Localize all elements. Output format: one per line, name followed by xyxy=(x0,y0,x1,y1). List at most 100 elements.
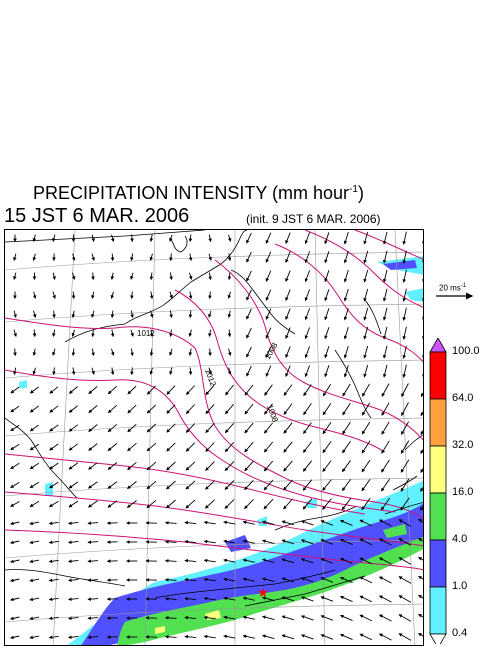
wind-vector xyxy=(29,616,40,621)
wind-vector xyxy=(382,326,388,340)
wind-vector xyxy=(361,478,371,492)
wind-vector xyxy=(242,558,255,563)
wind-vector xyxy=(227,310,232,318)
wind-vector xyxy=(184,634,197,639)
wind-vector xyxy=(205,404,215,415)
wind-vector xyxy=(322,479,332,491)
wind-vector xyxy=(10,443,20,451)
wind-vector xyxy=(281,577,295,583)
wind-vector xyxy=(420,467,423,474)
wind-vector xyxy=(149,329,154,338)
wind-vector xyxy=(149,310,154,318)
wind-vector xyxy=(361,402,371,416)
wind-vector xyxy=(49,443,59,451)
wind-vector xyxy=(127,423,137,433)
wind-vector xyxy=(262,577,275,583)
wind-vector xyxy=(246,327,252,339)
wind-vector xyxy=(184,577,197,582)
wind-vector xyxy=(246,270,252,282)
wind-vector xyxy=(29,443,40,451)
wind-vector xyxy=(400,478,410,492)
wind-vector xyxy=(304,270,311,283)
wind-vector xyxy=(322,460,332,472)
wind-vector xyxy=(265,308,272,320)
wind-vector xyxy=(166,442,176,452)
wind-vector xyxy=(422,279,423,283)
wind-vector xyxy=(91,348,95,357)
map-title: PRECIPITATION INTENSITY (mm hour-1) xyxy=(33,183,364,203)
wind-vector xyxy=(398,519,412,527)
wind-vector xyxy=(110,234,115,242)
wind-vector xyxy=(184,539,197,544)
wind-vector xyxy=(281,558,295,564)
wind-vector xyxy=(382,307,388,321)
wind-vector xyxy=(68,405,78,413)
wind-vector xyxy=(169,329,173,338)
wind-vector xyxy=(208,234,212,243)
wind-vector xyxy=(110,272,115,280)
wind-vector xyxy=(359,538,373,546)
wind-vector xyxy=(401,383,409,398)
wind-vector xyxy=(418,537,423,542)
wind-vector xyxy=(130,310,134,319)
wind-vector xyxy=(246,346,252,358)
wind-vector xyxy=(320,558,334,564)
wind-vector xyxy=(398,633,412,641)
wind-vector xyxy=(343,345,349,359)
wind-vector xyxy=(244,479,254,491)
wind-vector xyxy=(149,348,154,357)
wind-vector xyxy=(224,499,235,509)
wind-vector xyxy=(224,441,235,453)
wind-vector xyxy=(381,402,390,416)
wind-vector xyxy=(303,384,312,397)
wind-vector xyxy=(418,575,423,580)
wind-vector xyxy=(378,595,392,603)
wind-vector xyxy=(29,481,40,489)
wind-vector xyxy=(208,348,212,357)
wind-vector xyxy=(339,557,353,565)
wind-vector xyxy=(107,423,118,433)
wind-vector xyxy=(10,386,20,394)
wind-vector xyxy=(246,289,252,301)
wind-vector xyxy=(324,251,330,264)
wind-vector xyxy=(242,577,255,582)
wind-vector xyxy=(169,253,173,262)
wind-vector xyxy=(343,231,349,245)
wind-vector xyxy=(262,634,275,640)
wind-vector xyxy=(169,348,173,356)
wind-vector xyxy=(87,540,99,544)
wind-vector xyxy=(244,384,254,396)
wind-vector xyxy=(244,460,254,472)
wind-vector xyxy=(263,479,274,491)
wind-vector xyxy=(302,479,313,491)
colorbar-bottom-arrow xyxy=(429,633,447,644)
wind-vector xyxy=(242,615,255,620)
colorbar-level-label: 4.0 xyxy=(452,533,468,545)
wind-vector xyxy=(29,635,40,640)
wind-vector xyxy=(223,539,236,544)
wind-vector xyxy=(32,234,37,242)
wind-vector xyxy=(378,633,392,641)
wind-vector xyxy=(68,635,79,640)
wind-vector xyxy=(285,346,291,358)
wind-vector xyxy=(303,422,312,434)
wind-vector xyxy=(88,424,98,432)
wind-vector xyxy=(422,241,423,245)
wind-vector xyxy=(418,518,423,523)
wind-vector xyxy=(422,336,423,340)
wind-vector xyxy=(185,404,196,414)
wind-vector xyxy=(164,597,177,601)
wind-vector xyxy=(381,421,390,435)
wind-vector xyxy=(169,234,173,242)
wind-vector xyxy=(381,383,390,397)
wind-vector xyxy=(146,385,156,395)
wind-vector xyxy=(29,462,40,470)
valid-time: 15 JST 6 MAR. 2006 xyxy=(4,205,190,227)
wind-vector xyxy=(52,367,56,376)
wind-vector xyxy=(10,559,20,564)
wind-vector xyxy=(363,364,369,378)
wind-vector xyxy=(203,539,216,544)
wind-vector xyxy=(223,558,236,563)
wind-vector xyxy=(378,614,392,622)
wind-vector xyxy=(223,520,236,525)
